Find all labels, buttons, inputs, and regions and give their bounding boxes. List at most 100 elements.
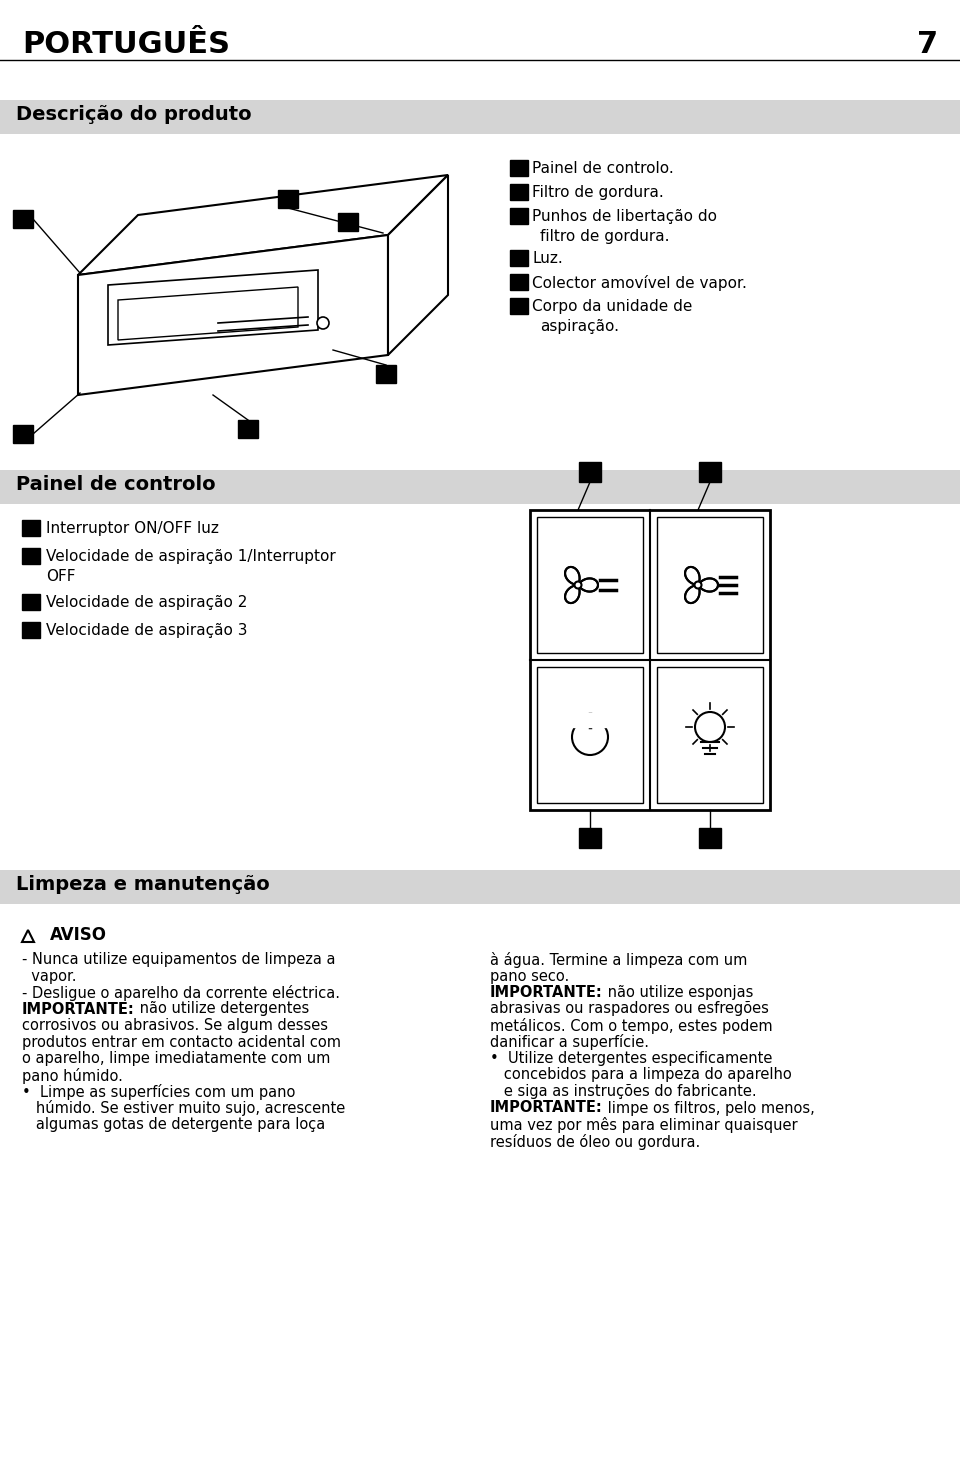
Polygon shape (565, 585, 580, 603)
Text: limpe os filtros, pelo menos,: limpe os filtros, pelo menos, (603, 1101, 814, 1116)
Circle shape (317, 317, 329, 329)
Text: Painel de controlo: Painel de controlo (16, 476, 216, 494)
Bar (510, 184, 528, 200)
Bar (537, 517, 643, 654)
Bar (0, 870, 960, 904)
Circle shape (572, 719, 608, 754)
Circle shape (574, 581, 582, 588)
Text: pano húmido.: pano húmido. (22, 1067, 123, 1083)
Polygon shape (78, 175, 448, 276)
Text: o aparelho, limpe imediatamente com um: o aparelho, limpe imediatamente com um (22, 1051, 330, 1066)
Text: B: B (583, 830, 593, 845)
Bar (338, 213, 358, 231)
Bar (22, 520, 40, 536)
Bar (510, 298, 528, 314)
Text: OFF: OFF (46, 569, 76, 584)
Text: !: ! (25, 931, 31, 941)
Text: 1: 1 (514, 162, 523, 173)
Text: 4: 4 (16, 425, 25, 439)
Text: Descrição do produto: Descrição do produto (16, 105, 252, 124)
Text: vapor.: vapor. (22, 969, 77, 984)
Bar (579, 828, 601, 848)
Text: e siga as instruções do fabricante.: e siga as instruções do fabricante. (490, 1083, 756, 1100)
Text: 3: 3 (242, 421, 251, 434)
Text: Punhos de libertação do: Punhos de libertação do (532, 209, 717, 224)
Polygon shape (685, 568, 700, 585)
Text: corrosivos ou abrasivos. Se algum desses: corrosivos ou abrasivos. Se algum desses (22, 1018, 328, 1033)
Bar (537, 667, 643, 803)
Text: 6: 6 (514, 299, 522, 313)
Text: A: A (703, 830, 713, 845)
Text: IMPORTANTE:: IMPORTANTE: (490, 986, 603, 1000)
Bar (22, 622, 40, 637)
Text: 4: 4 (514, 250, 523, 264)
Bar (699, 828, 721, 848)
Text: 5: 5 (514, 276, 523, 288)
Text: Luz.: Luz. (532, 250, 563, 265)
Text: C: C (26, 594, 36, 608)
Text: metálicos. Com o tempo, estes podem: metálicos. Com o tempo, estes podem (490, 1018, 773, 1034)
Text: danificar a superfície.: danificar a superfície. (490, 1034, 649, 1051)
Polygon shape (388, 175, 448, 356)
Polygon shape (698, 578, 718, 591)
Bar (0, 470, 960, 504)
Bar (510, 207, 528, 224)
Text: •  Utilize detergentes especificamente: • Utilize detergentes especificamente (490, 1051, 773, 1066)
Bar (510, 160, 528, 176)
Polygon shape (685, 585, 700, 603)
Text: IMPORTANTE:: IMPORTANTE: (22, 1002, 134, 1017)
Text: B: B (26, 548, 36, 562)
Polygon shape (578, 578, 598, 591)
Polygon shape (22, 931, 34, 943)
Bar (278, 190, 298, 207)
Bar (22, 548, 40, 565)
Bar (510, 274, 528, 290)
Text: algumas gotas de detergente para loça: algumas gotas de detergente para loça (22, 1117, 325, 1132)
Text: Velocidade de aspiração 2: Velocidade de aspiração 2 (46, 594, 248, 611)
Text: húmido. Se estiver muito sujo, acrescente: húmido. Se estiver muito sujo, acrescent… (22, 1101, 346, 1116)
Polygon shape (78, 236, 388, 396)
Text: 3: 3 (514, 209, 522, 222)
Polygon shape (118, 288, 298, 339)
Bar (657, 517, 763, 654)
Text: Painel de controlo.: Painel de controlo. (532, 162, 674, 176)
Polygon shape (108, 270, 318, 345)
Text: D: D (26, 622, 36, 636)
Text: 6: 6 (16, 210, 25, 224)
Bar (238, 419, 258, 439)
Text: 1: 1 (380, 366, 389, 379)
Text: A: A (26, 522, 36, 534)
Bar (13, 210, 33, 228)
Text: Velocidade de aspiração 1/Interruptor: Velocidade de aspiração 1/Interruptor (46, 548, 336, 565)
Polygon shape (565, 568, 580, 585)
Text: D: D (703, 464, 714, 479)
Text: não utilize detergentes: não utilize detergentes (134, 1002, 309, 1017)
Text: produtos entrar em contacto acidental com: produtos entrar em contacto acidental co… (22, 1034, 341, 1049)
Text: PORTUGUÊS: PORTUGUÊS (22, 30, 230, 59)
Text: Velocidade de aspiração 3: Velocidade de aspiração 3 (46, 622, 248, 637)
Bar (13, 425, 33, 443)
Text: •  Limpe as superfícies com um pano: • Limpe as superfícies com um pano (22, 1083, 296, 1100)
Text: - Nunca utilize equipamentos de limpeza a: - Nunca utilize equipamentos de limpeza … (22, 951, 335, 966)
Text: Interruptor ON/OFF luz: Interruptor ON/OFF luz (46, 522, 219, 536)
Bar (0, 99, 960, 133)
Circle shape (694, 581, 702, 588)
Text: filtro de gordura.: filtro de gordura. (540, 230, 669, 245)
Bar (22, 594, 40, 611)
Bar (510, 250, 528, 265)
Text: à água. Termine a limpeza com um: à água. Termine a limpeza com um (490, 951, 748, 968)
Text: uma vez por mês para eliminar quaisquer: uma vez por mês para eliminar quaisquer (490, 1117, 798, 1134)
Text: pano seco.: pano seco. (490, 969, 569, 984)
Text: 2: 2 (282, 191, 291, 205)
Circle shape (695, 711, 725, 742)
Text: AVISO: AVISO (50, 926, 107, 944)
Text: Limpeza e manutenção: Limpeza e manutenção (16, 874, 270, 894)
Bar (579, 462, 601, 482)
Text: concebidos para a limpeza do aparelho: concebidos para a limpeza do aparelho (490, 1067, 792, 1082)
Text: Filtro de gordura.: Filtro de gordura. (532, 185, 663, 200)
Bar (699, 462, 721, 482)
Bar (657, 667, 763, 803)
Text: - Desligue o aparelho da corrente eléctrica.: - Desligue o aparelho da corrente eléctr… (22, 986, 340, 1000)
Text: Colector amovível de vapor.: Colector amovível de vapor. (532, 276, 747, 290)
Text: Corpo da unidade de: Corpo da unidade de (532, 299, 692, 314)
